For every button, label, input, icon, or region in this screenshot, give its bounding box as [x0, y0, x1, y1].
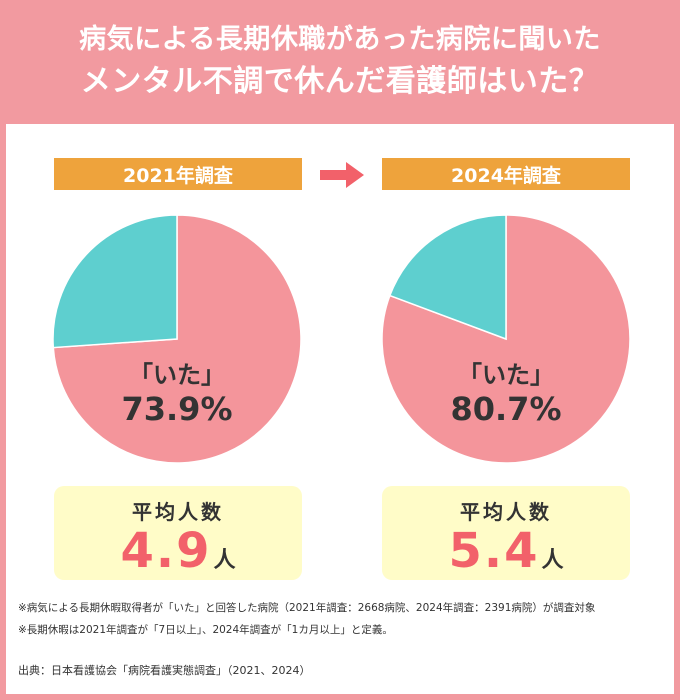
header-title-line1: 病気による長期休職があった病院に聞いた — [79, 24, 601, 55]
average-title: 平均人数 — [460, 500, 552, 524]
source-citation: 出典：日本看護協会「病院看護実態調査」（2021、2024） — [18, 664, 311, 677]
average-box-2021: 平均人数 4.9人 — [54, 486, 302, 580]
right-arrow-icon — [320, 162, 364, 188]
footnote-1: ※病気による長期休暇取得者が「いた」と回答した病院（2021年調査：2668病院… — [18, 602, 596, 614]
header-title-line2: メンタル不調で休んだ看護師はいた？ — [80, 64, 600, 99]
chart-title-2021: 2021年調査 — [54, 158, 302, 190]
chart-title-2024: 2024年調査 — [382, 158, 630, 190]
pie-chart-2024 — [381, 214, 631, 464]
pie-label-2021: 「いた」 73.9% — [77, 360, 277, 428]
average-value: 5.4 — [448, 523, 540, 579]
pie-slice-label: 「いた」 — [458, 361, 554, 389]
footnote-2: ※長期休暇は2021年調査が「7日以上」、2024年調査が「1カ月以上」と定義。 — [18, 624, 393, 636]
pie-slice-percent: 73.9% — [121, 390, 233, 428]
average-unit: 人 — [213, 548, 236, 573]
pie-slice-other — [52, 214, 178, 349]
pie-chart-2021 — [52, 214, 302, 464]
average-title: 平均人数 — [132, 500, 224, 524]
average-box-2024: 平均人数 5.4人 — [382, 486, 630, 580]
average-value: 4.9 — [120, 523, 212, 579]
pie-slice-percent: 80.7% — [450, 390, 562, 428]
pie-label-2024: 「いた」 80.7% — [406, 360, 606, 428]
pie-slice-other — [388, 214, 507, 341]
average-unit: 人 — [541, 548, 564, 573]
pie-slice-label: 「いた」 — [129, 361, 225, 389]
header-banner: 病気による長期休職があった病院に聞いた メンタル不調で休んだ看護師はいた？ — [0, 0, 680, 124]
